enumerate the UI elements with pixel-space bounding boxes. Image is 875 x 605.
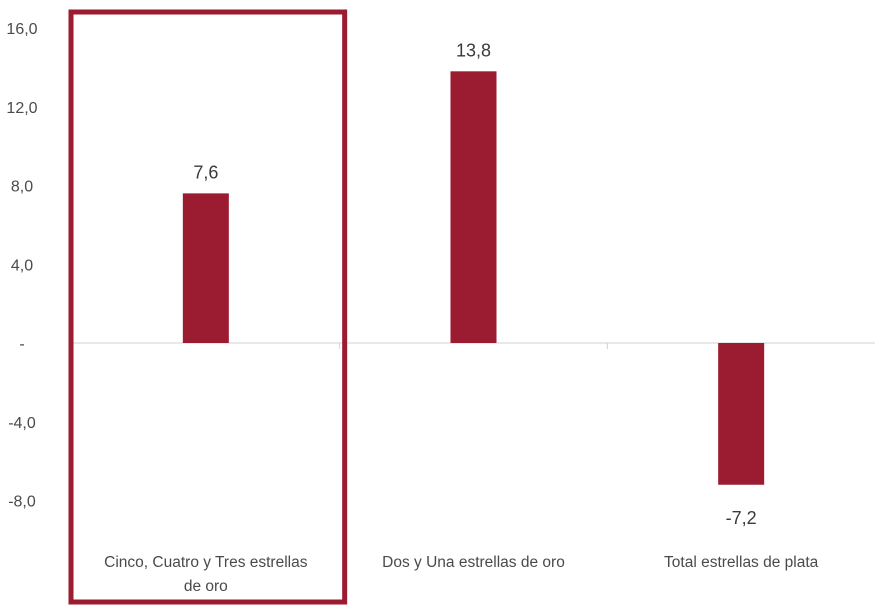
y-tick-label: 8,0: [11, 179, 33, 196]
highlight-box: [68, 9, 348, 605]
category-label: Cinco, Cuatro y Tres estrellas: [104, 554, 308, 571]
y-tick-label: 16,0: [6, 21, 37, 38]
y-tick-label: 12,0: [6, 100, 37, 117]
bar: [450, 71, 497, 343]
data-label: 7,6: [193, 162, 218, 182]
data-label: 13,8: [456, 40, 491, 60]
highlight-rectangle: [68, 9, 348, 605]
category-label: Total estrellas de plata: [664, 554, 819, 571]
y-tick-label: 4,0: [11, 257, 33, 274]
bar: [182, 193, 229, 343]
bars: [182, 71, 765, 485]
y-tick-label: -: [19, 336, 24, 353]
y-tick-label: -8,0: [8, 494, 36, 511]
category-label: de oro: [184, 578, 228, 595]
data-labels: 7,6 13,8 -7,2: [193, 40, 756, 527]
category-labels: Cinco, Cuatro y Tres estrellas de oro Dos …: [104, 554, 818, 595]
data-label: -7,2: [726, 508, 757, 528]
category-label: Dos y Una estrellas de oro: [382, 554, 565, 571]
y-axis-ticks: 16,0 12,0 8,0 4,0 - -4,0 -8,0: [6, 21, 37, 511]
bar: [718, 343, 765, 485]
y-tick-label: -4,0: [8, 415, 36, 432]
